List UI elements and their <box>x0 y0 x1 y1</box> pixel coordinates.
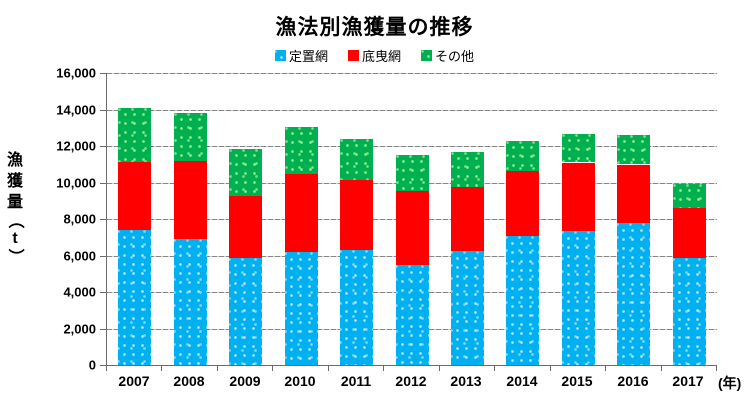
bar-segment-定置網-2017 <box>673 258 706 365</box>
legend-swatch-green-icon <box>421 50 432 61</box>
x-axis-label-2014: 2014 <box>506 373 538 389</box>
x-axis-tick <box>494 366 495 371</box>
bar-segment-底曳網-2013 <box>451 187 484 251</box>
y-axis-label: 6,000 <box>63 248 96 264</box>
y-axis-tick <box>100 73 106 74</box>
gridline <box>107 110 717 111</box>
legend-item-sonota: その他 <box>421 46 474 65</box>
x-axis-tick <box>550 366 551 371</box>
y-axis-tick <box>100 219 106 220</box>
legend-item-teichiami: 定置網 <box>274 46 328 65</box>
x-axis-tick <box>328 366 329 371</box>
gridline <box>107 146 717 147</box>
bar-segment-定置網-2013 <box>451 251 484 365</box>
y-axis-title: 漁獲量（t） <box>6 150 24 265</box>
x-axis-tick <box>716 366 717 371</box>
bar-segment-定置網-2016 <box>617 223 650 365</box>
bar-segment-底曳網-2012 <box>396 191 429 265</box>
y-axis-title-char: （ <box>6 212 24 229</box>
bar-segment-定置網-2010 <box>285 252 318 365</box>
x-axis-label-2008: 2008 <box>173 373 205 389</box>
gridline <box>107 73 717 74</box>
y-axis-tick <box>100 292 106 293</box>
x-axis-label-2009: 2009 <box>229 373 261 389</box>
y-axis-title-char: 漁 <box>7 152 24 169</box>
bar-segment-定置網-2008 <box>174 239 207 365</box>
bar-segment-その他-2011 <box>340 139 373 180</box>
y-axis-title-char: 獲 <box>7 173 24 190</box>
legend-item-sokobikiami: 底曳網 <box>347 46 401 65</box>
bar-segment-定置網-2009 <box>229 258 262 365</box>
x-axis-label-2010: 2010 <box>284 373 316 389</box>
x-axis-label-2016: 2016 <box>617 373 649 389</box>
x-axis-label-2017: 2017 <box>672 373 704 389</box>
bar-segment-底曳網-2007 <box>118 162 151 230</box>
bar-segment-底曳網-2008 <box>174 161 207 239</box>
y-axis-tick <box>100 365 106 366</box>
x-axis-label-2013: 2013 <box>450 373 482 389</box>
bar-segment-底曳網-2014 <box>506 170 539 236</box>
x-axis-tick <box>272 366 273 371</box>
bar-segment-底曳網-2010 <box>285 174 318 252</box>
bar-segment-底曳網-2011 <box>340 180 373 250</box>
bar-segment-底曳網-2009 <box>229 196 262 258</box>
bar-segment-その他-2014 <box>506 141 539 171</box>
y-axis-tick <box>100 256 106 257</box>
bar-segment-その他-2012 <box>396 155 429 191</box>
bar-segment-定置網-2012 <box>396 265 429 365</box>
bar-segment-底曳網-2017 <box>673 208 706 258</box>
bar-segment-定置網-2014 <box>506 236 539 365</box>
bar-segment-その他-2008 <box>174 113 207 161</box>
x-axis-tick <box>605 366 606 371</box>
bar-segment-定置網-2011 <box>340 250 373 365</box>
y-axis-tick <box>100 329 106 330</box>
bar-segment-定置網-2007 <box>118 230 151 365</box>
bar-segment-その他-2013 <box>451 152 484 187</box>
legend-label: 底曳網 <box>361 49 401 64</box>
y-axis-tick <box>100 183 106 184</box>
bar-segment-その他-2010 <box>285 127 318 174</box>
y-axis-label: 2,000 <box>63 321 96 337</box>
legend: 定置網 底曳網 その他 <box>0 46 749 65</box>
plot-area <box>106 73 717 366</box>
y-axis-label: 4,000 <box>63 284 96 300</box>
y-axis-title-char: ） <box>6 248 24 265</box>
bar-segment-その他-2017 <box>673 184 706 208</box>
x-axis-tick <box>161 366 162 371</box>
x-axis-label-2012: 2012 <box>395 373 427 389</box>
legend-label: 定置網 <box>288 49 328 64</box>
x-axis-unit-label: (年) <box>718 375 742 391</box>
chart-title: 漁法別漁獲量の推移 <box>275 16 474 39</box>
legend-swatch-red-icon <box>347 50 359 61</box>
x-axis-label-2007: 2007 <box>118 373 150 389</box>
y-axis-label: 14,000 <box>56 102 96 118</box>
y-axis-label: 16,000 <box>56 65 96 81</box>
bar-segment-定置網-2015 <box>562 231 595 365</box>
x-axis-tick <box>383 366 384 371</box>
legend-swatch-blue-icon <box>274 50 286 61</box>
x-axis-tick <box>439 366 440 371</box>
y-axis-label: 12,000 <box>56 138 96 154</box>
y-axis-tick <box>100 146 106 147</box>
x-axis-tick <box>106 366 107 371</box>
y-axis-tick <box>100 110 106 111</box>
x-axis-label-2011: 2011 <box>340 373 372 389</box>
bar-segment-その他-2016 <box>617 135 650 164</box>
legend-label: その他 <box>435 49 475 64</box>
x-axis-tick <box>661 366 662 371</box>
bar-segment-その他-2009 <box>229 149 262 196</box>
y-axis-label: 10,000 <box>56 175 96 191</box>
bar-segment-底曳網-2016 <box>617 165 650 223</box>
y-axis-label: 0 <box>88 357 96 373</box>
bar-segment-その他-2007 <box>118 108 151 162</box>
y-axis-label: 8,000 <box>63 211 96 227</box>
x-axis-label-2015: 2015 <box>561 373 593 389</box>
y-axis-title-char: 量 <box>7 194 24 211</box>
bar-segment-その他-2015 <box>562 134 595 162</box>
bar-segment-底曳網-2015 <box>562 163 595 231</box>
x-axis-tick <box>217 366 218 371</box>
y-axis-title-char: t <box>12 230 18 247</box>
